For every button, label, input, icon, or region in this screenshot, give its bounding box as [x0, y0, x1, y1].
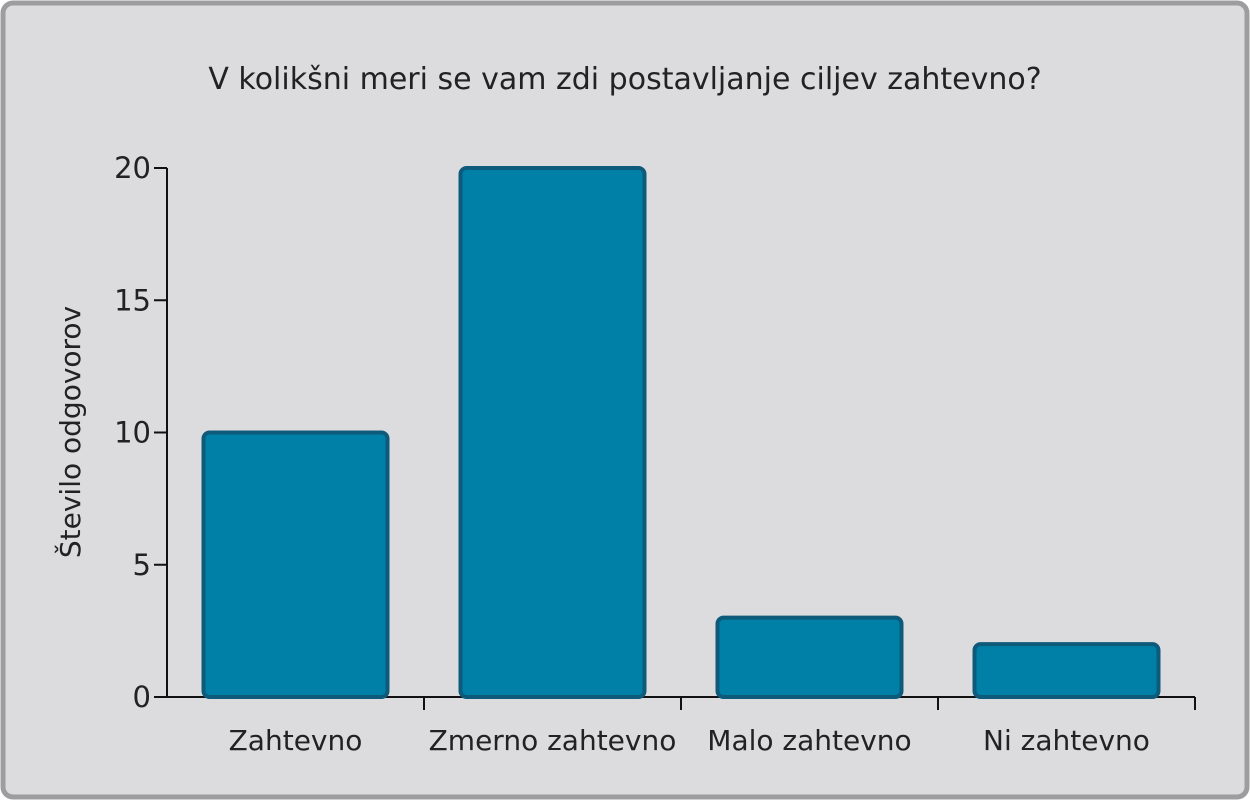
y-tick-label: 0	[133, 680, 151, 714]
x-labels-group: Zahtevno Zmerno zahtevno Malo zahtevno Ni z…	[229, 724, 1150, 757]
x-tick-label: Zmerno zahtevno	[429, 724, 677, 757]
y-tick-label: 20	[114, 151, 151, 185]
y-axis: 0 5 10 15 20	[114, 151, 168, 714]
x-tick-label: Ni zahtevno	[983, 724, 1150, 757]
bar	[715, 615, 904, 700]
y-axis-title: Število odgovorov	[53, 306, 87, 558]
bar	[201, 430, 390, 699]
x-tick-label: Malo zahtevno	[707, 724, 911, 757]
y-tick-label: 10	[114, 416, 151, 450]
bar	[972, 642, 1161, 699]
bar	[458, 166, 647, 699]
chart-title: V kolikšni meri se vam zdi postavljanje …	[208, 62, 1041, 97]
y-tick-label: 15	[114, 283, 151, 317]
y-tick-label: 5	[133, 548, 151, 582]
x-tick-label: Zahtevno	[229, 724, 363, 757]
bars-group	[201, 166, 1161, 700]
